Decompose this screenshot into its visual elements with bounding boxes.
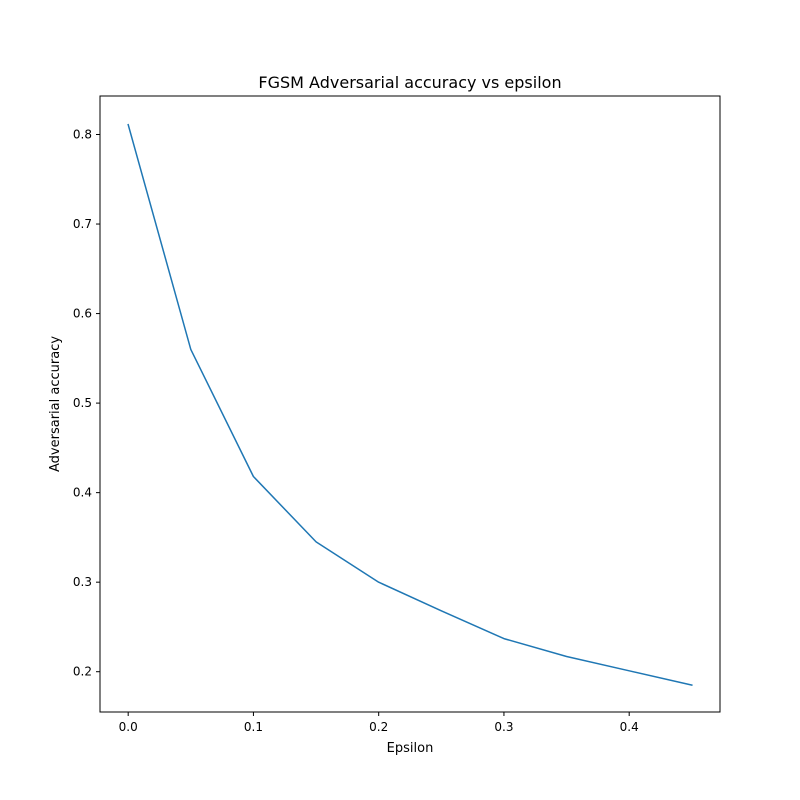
y-tick-label: 0.2 <box>73 665 92 679</box>
y-tick-label: 0.7 <box>73 217 92 231</box>
x-axis: 0.0 0.1 0.2 0.3 0.4 <box>119 712 639 734</box>
y-tick-label: 0.5 <box>73 396 92 410</box>
x-tick-label: 0.3 <box>494 720 513 734</box>
series-line <box>127 123 693 686</box>
x-axis-label: Epsilon <box>387 741 434 756</box>
y-axis: 0.2 0.3 0.4 0.5 0.6 0.7 0.8 <box>73 128 100 679</box>
x-tick-label: 0.4 <box>620 720 639 734</box>
x-tick-label: 0.2 <box>369 720 388 734</box>
x-tick-label: 0.0 <box>119 720 138 734</box>
x-tick-label: 0.1 <box>244 720 263 734</box>
chart-title: FGSM Adversarial accuracy vs epsilon <box>258 73 561 92</box>
y-tick-label: 0.6 <box>73 307 92 321</box>
y-tick-label: 0.4 <box>73 486 92 500</box>
y-tick-label: 0.3 <box>73 575 92 589</box>
series-layer <box>127 123 693 686</box>
plot-area <box>99 95 721 713</box>
y-axis-label: Adversarial accuracy <box>48 336 63 472</box>
y-tick-label: 0.8 <box>73 128 92 142</box>
